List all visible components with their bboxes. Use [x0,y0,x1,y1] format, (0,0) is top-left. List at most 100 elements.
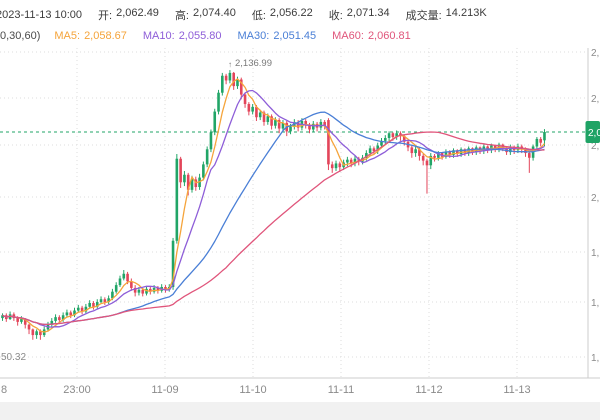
candle-body [175,158,179,241]
candle-body [414,149,417,154]
candle-body [122,273,126,279]
candle-body [190,179,194,190]
candle-body [224,75,228,81]
candle-body [251,106,254,112]
candle-body [111,291,114,299]
x-axis-label: 11-11 [328,384,355,396]
ma-header: 0,30,60) MA5: 2,058.67 MA10: 2,055.80 MA30: 2… [0,30,427,42]
candle-body [349,159,353,164]
candle-body [372,148,376,152]
candle-body [183,174,186,183]
ohlc-value: 2,071.34 [346,7,390,19]
candle-body [171,240,175,287]
ma-item-ma30: MA30: 2,051.45 [238,30,317,42]
candle-body [221,75,224,93]
candle-body [107,298,110,303]
candle-body [448,152,452,155]
candle-body [334,163,338,169]
ma30-line [2,111,545,326]
candle-body [202,164,205,178]
candle-body [452,150,455,155]
candle-body [383,137,387,141]
bottom-strip [0,402,600,420]
candle-body [258,112,262,118]
candle-body [35,331,38,336]
ma-item-ma60: MA60: 2,060.81 [332,30,411,42]
candle-body [330,164,334,169]
candle-body [77,307,80,311]
candle-body [365,153,368,158]
candle-body [425,160,429,166]
ma-label: MA5: [54,30,81,42]
candle-datetime: 2023-11-13 10:00 [0,9,83,21]
ma-value: 2,055.80 [178,30,222,42]
candle-body [319,121,323,128]
candle-body [88,303,91,307]
ohlc-value: 2,056.22 [269,7,313,19]
candle-body [114,285,118,292]
x-axis-label: 11-13 [503,384,530,396]
candle-body [1,315,4,319]
candle-body [418,149,421,156]
candle-body [50,320,54,325]
candle-body [255,106,258,118]
candle-body [209,132,213,150]
low-marker-label: 50.32 [1,352,26,363]
candle-body [54,317,57,321]
y-axis-label: 1, [591,298,599,309]
candle-body [228,72,232,81]
candle-body [376,145,380,152]
candle-body [380,140,383,146]
ohlc-label: 开: [98,10,113,22]
ma-value: 2,060.81 [367,30,411,42]
ma-item-ma5: MA5: 2,058.67 [54,30,127,42]
candle-body [103,299,107,303]
candle-body [311,123,315,130]
candle-body [247,104,251,112]
candle-body [274,120,277,126]
ohlc-item-4: 成交量: 14.213K [406,7,487,23]
candle-body [539,138,542,143]
x-axis-label: 11-12 [415,384,442,396]
candle-body [149,288,152,292]
candle-body [213,111,217,133]
candle-body [243,94,247,105]
ma-value: 2,058.67 [84,30,127,42]
candle-body [239,79,243,95]
candle-body [323,121,326,126]
candle-body [92,303,95,307]
x-axis-label: 11-09 [151,384,178,396]
candle-body [368,148,372,154]
candle-body [338,163,342,168]
candle-body [353,158,357,164]
ma-settings-label[interactable]: 0,30,60) [0,30,41,42]
candle-body [126,273,129,282]
candle-body [232,72,235,87]
ohlc-header: 2023-11-13 10:00 开: 2,062.49 高: 2,074.40 低: 2… [0,7,503,23]
candle-body [27,324,31,330]
candle-body [16,318,19,322]
x-axis-label: 23:00 [63,384,91,396]
candle-body [156,287,160,291]
candle-body [509,147,512,153]
candle-body [456,150,459,155]
candle-body [186,174,190,190]
ohlc-value: 2,062.49 [116,7,159,19]
candle-body [304,121,307,125]
candle-body [69,312,73,316]
candle-body [80,307,84,312]
candle-body [95,302,99,307]
ohlc-value: 14.213K [445,7,487,19]
y-axis-label: 2, [591,193,599,204]
ohlc-label: 收: [328,10,343,22]
candle-body [84,306,88,312]
ohlc-label: 低: [251,10,266,22]
candle-body [391,133,395,138]
candle-body [433,155,436,158]
candle-body [236,79,239,87]
candle-body [73,310,76,316]
candle-body [217,92,220,112]
candle-body [387,133,391,138]
candle-body [164,286,167,290]
